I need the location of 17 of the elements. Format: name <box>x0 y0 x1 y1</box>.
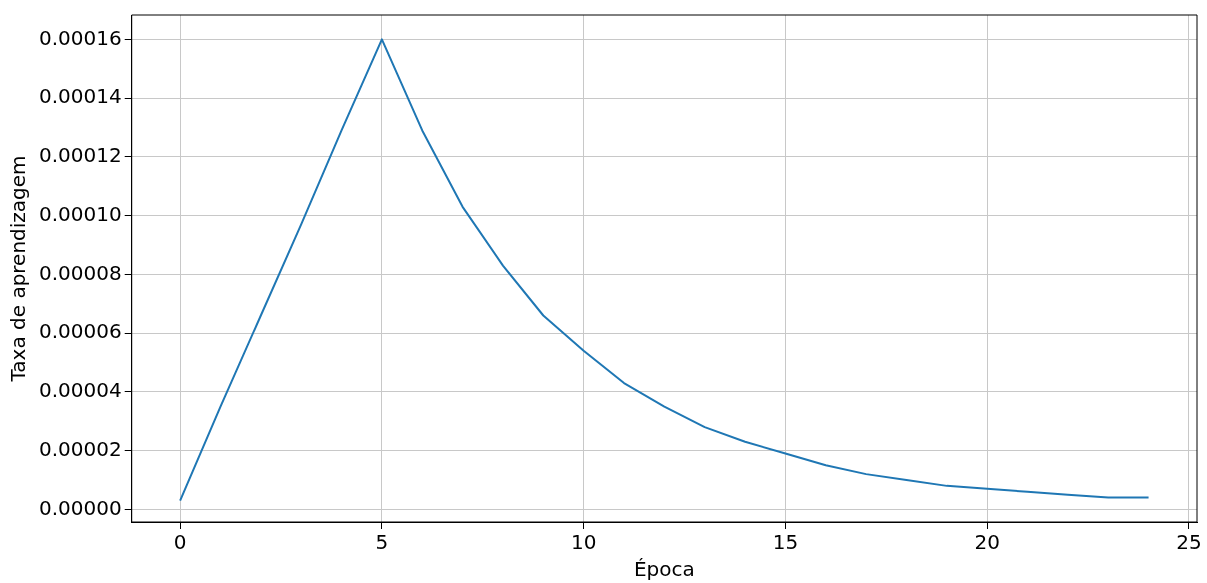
y-tick-label: 0.00016 <box>38 25 122 50</box>
x-tick-label: 15 <box>772 530 799 555</box>
x-tick-label: 25 <box>1176 530 1202 555</box>
x-tick-label: 10 <box>570 530 597 555</box>
y-tick-label: 0.00006 <box>38 319 122 344</box>
y-axis-title: Taxa de aprendizagem <box>6 155 31 383</box>
x-axis-title: Época <box>633 557 695 582</box>
x-tick-label: 20 <box>974 530 1000 555</box>
y-tick-label: 0.00010 <box>38 201 122 226</box>
y-tick-label: 0.00012 <box>38 143 122 168</box>
y-tick-label: 0.00002 <box>38 436 122 461</box>
y-tick-label: 0.00014 <box>38 84 122 109</box>
x-tick-label: 0 <box>173 530 187 555</box>
y-tick-label: 0.00000 <box>38 495 122 520</box>
y-tick-label: 0.00004 <box>38 378 122 403</box>
y-tick-label: 0.00008 <box>38 260 122 285</box>
x-tick-label: 5 <box>375 530 389 555</box>
